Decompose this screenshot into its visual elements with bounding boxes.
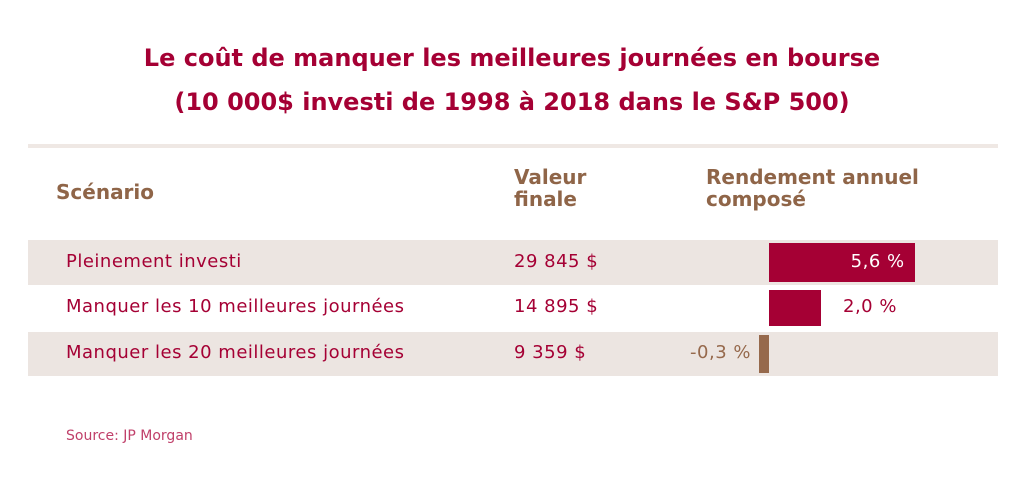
scenario-cell: Pleinement investi [66, 250, 242, 272]
return-label: 2,0 % [843, 296, 897, 317]
return-label: -0,3 % [690, 342, 751, 363]
header-divider [28, 144, 998, 148]
chart-title: Le coût de manquer les meilleures journé… [143, 44, 881, 72]
row-band [28, 332, 998, 376]
return-label: 5,6 % [850, 250, 905, 272]
scenario-cell: Manquer les 10 meilleures journées [66, 296, 405, 317]
return-bar [769, 243, 915, 282]
value-cell: 9 359 $ [514, 342, 587, 363]
column-header-return: Rendement annuel composé [706, 165, 919, 211]
return-bar [769, 290, 821, 326]
chart-subtitle: (10 000$ investi de 1998 à 2018 dans le … [174, 88, 850, 116]
value-cell: 29 845 $ [514, 250, 599, 272]
column-header-scenario: Scénario [56, 180, 155, 204]
return-bar [759, 335, 769, 373]
scenario-cell: Manquer les 20 meilleures journées [66, 342, 405, 363]
source-note: Source: JP Morgan [66, 428, 193, 444]
column-header-value: Valeur finale [514, 165, 587, 211]
value-cell: 14 895 $ [514, 296, 599, 317]
